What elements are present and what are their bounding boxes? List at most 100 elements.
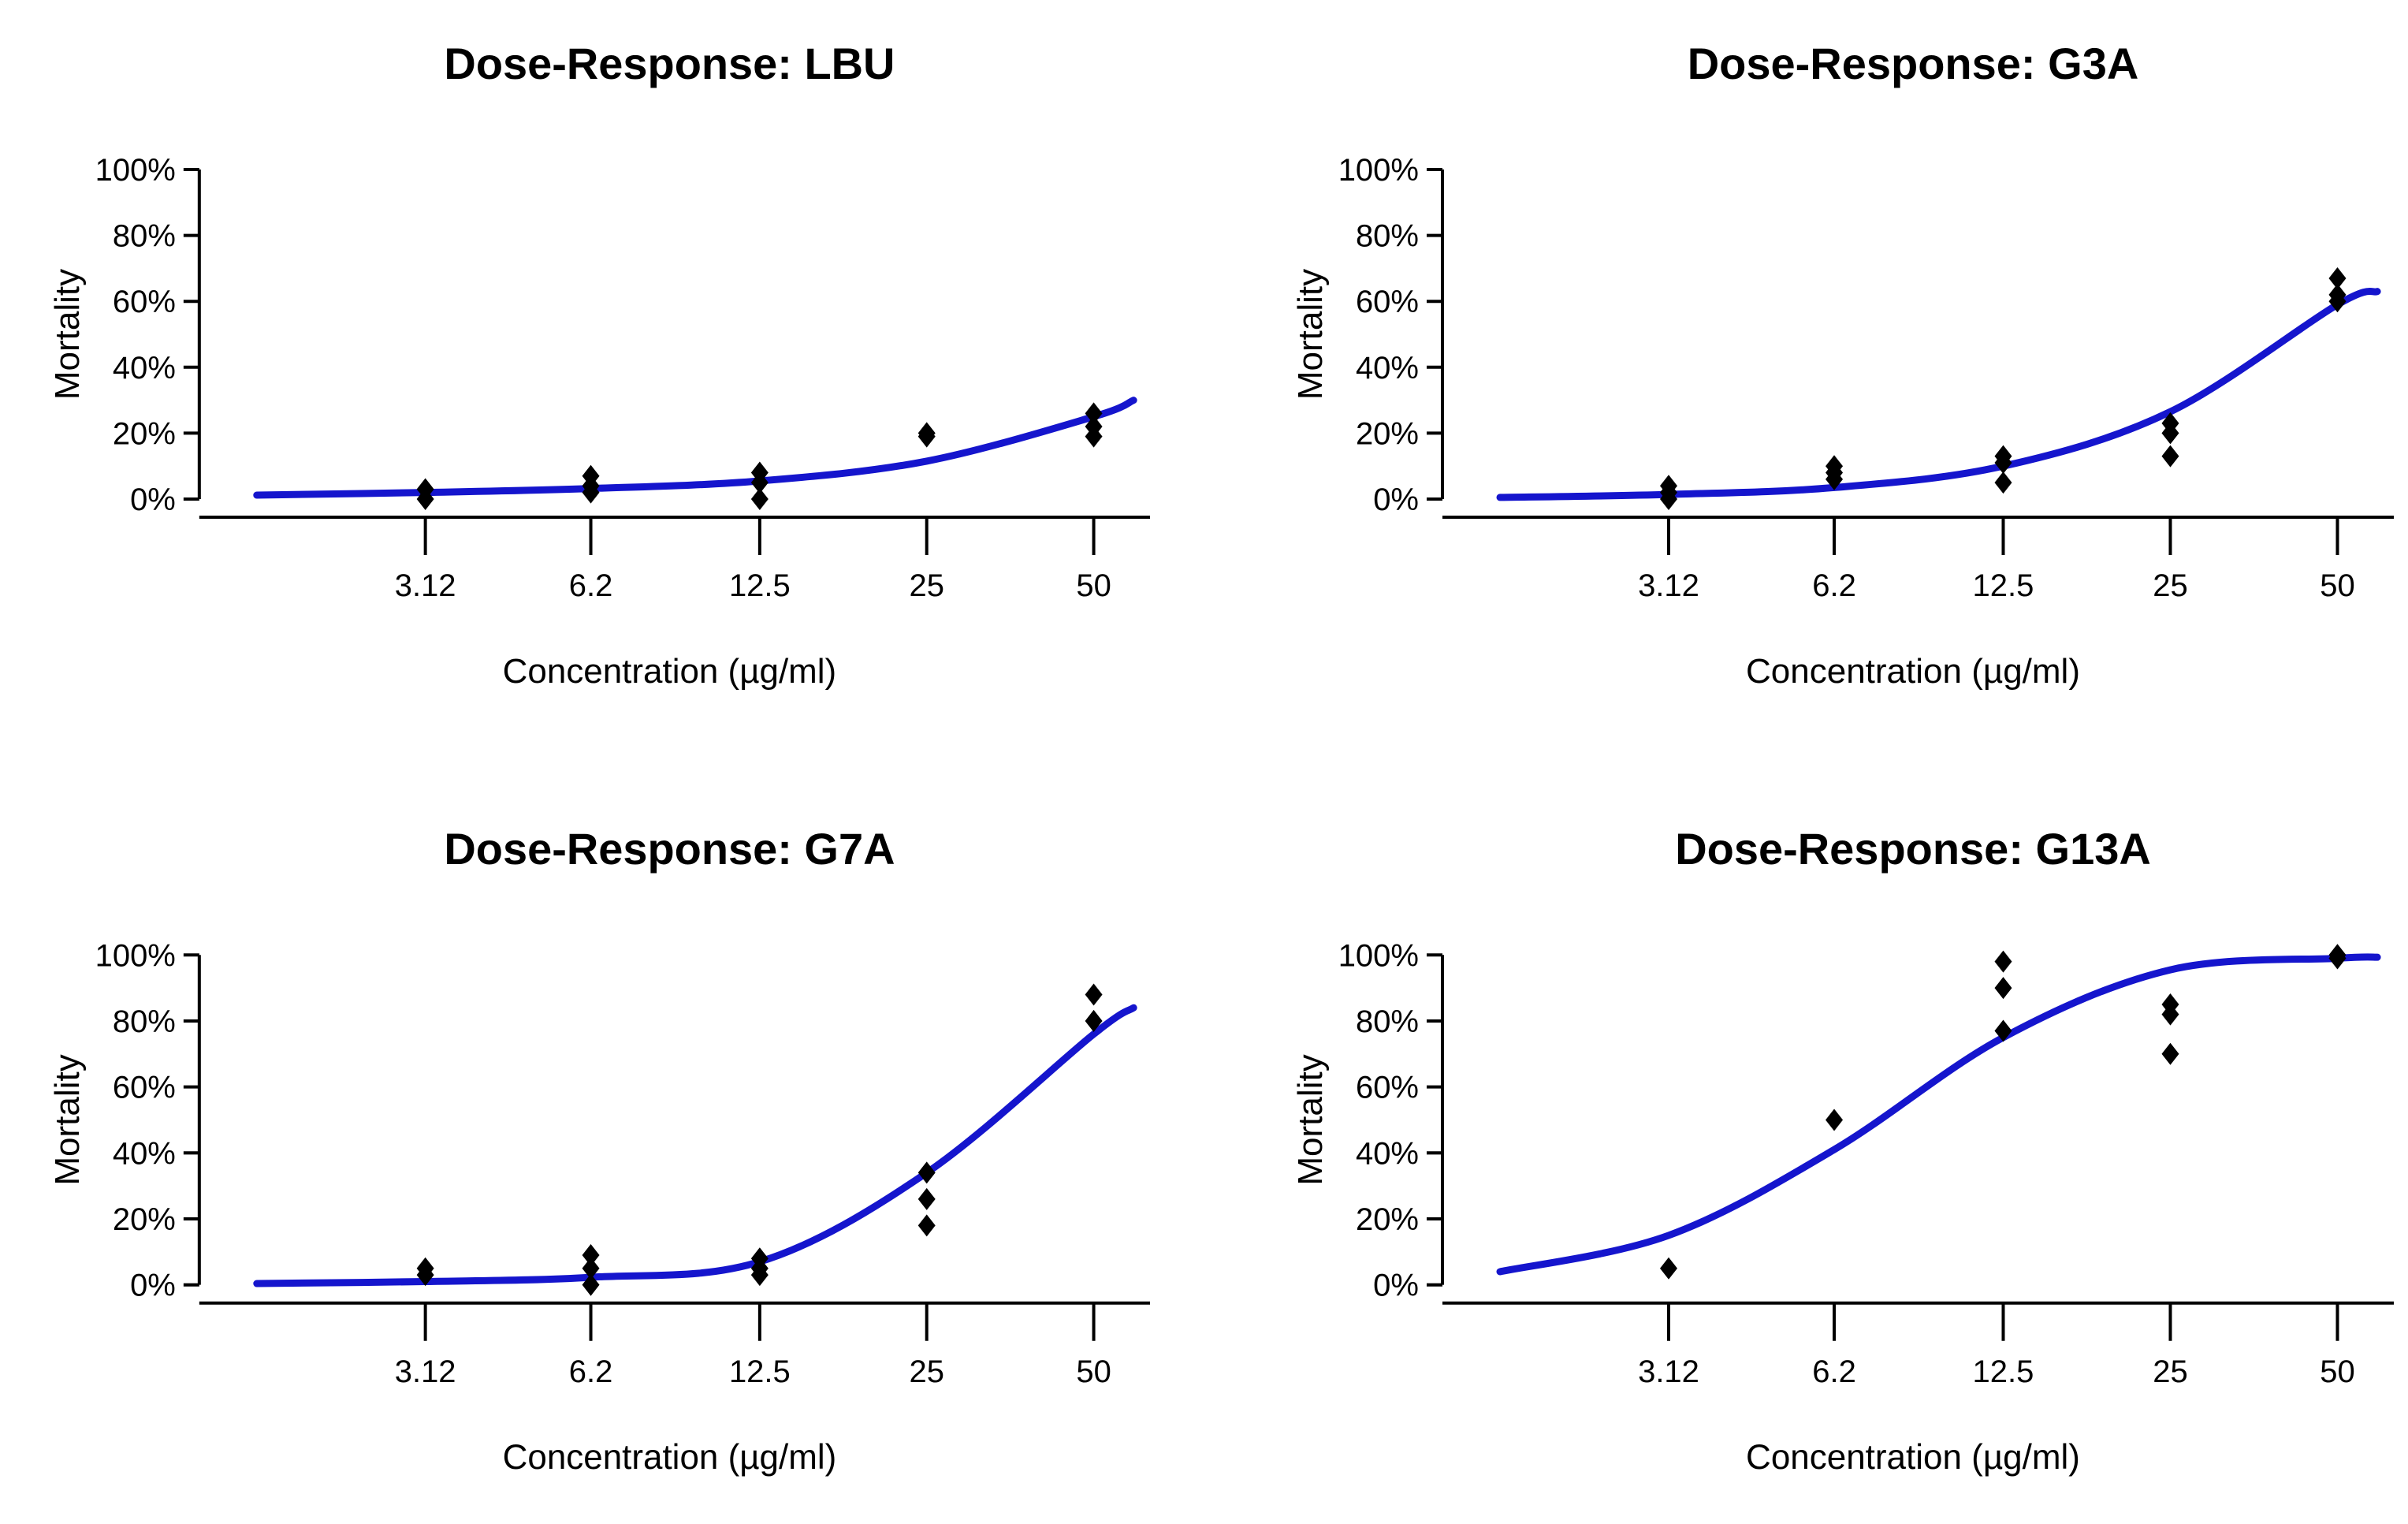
- y-tick-label: 40%: [1356, 351, 1419, 386]
- x-tick-label: 50: [1076, 1354, 1111, 1389]
- x-tick-label: 25: [909, 568, 943, 603]
- y-tick-label: 20%: [1356, 1202, 1419, 1237]
- data-point-diamond: [2328, 283, 2347, 306]
- y-tick-label: 100%: [95, 153, 176, 188]
- x-tick-label: 12.5: [729, 568, 791, 603]
- y-tick-label: 0%: [1373, 1269, 1419, 1303]
- dose-response-plot-g7a: Dose-Response: G7A 0% 20% 40% 60% 80% 100% 3.1…: [48, 824, 1151, 1477]
- chart-title: Dose-Response: LBU: [444, 39, 895, 88]
- fit-curve: [253, 397, 1137, 499]
- dose-response-panel-g7a: Dose-Response: G7A 0% 20% 40% 60% 80% 100% 3.1…: [0, 762, 1204, 1524]
- data-point-diamond: [582, 1273, 600, 1296]
- y-tick-label: 100%: [1338, 938, 1419, 973]
- x-tick-label: 12.5: [1973, 1354, 2034, 1389]
- x-axis-title: Concentration (µg/ml): [1746, 1438, 2080, 1477]
- y-tick-label: 40%: [113, 1136, 176, 1171]
- y-tick-label: 40%: [113, 351, 176, 386]
- y-tick-label: 100%: [1338, 153, 1419, 188]
- x-tick-label: 12.5: [729, 1354, 791, 1389]
- y-tick-label: 20%: [113, 416, 176, 451]
- data-point-diamond: [1085, 1009, 1103, 1032]
- x-tick-label: 50: [1076, 568, 1111, 603]
- data-point-diamond: [2161, 1042, 2179, 1065]
- data-point-diamond: [416, 478, 434, 501]
- chart-layer: 0% 20% 40% 60% 80% 100% 3.12 6.2 12.5 25 50 Mortali…: [48, 153, 1151, 691]
- x-axis-title: Concentration (µg/ml): [1746, 652, 2080, 691]
- y-tick-label: 80%: [1356, 1004, 1419, 1039]
- y-axis-title: Mortality: [1291, 1054, 1330, 1185]
- dose-response-plot-g13a: Dose-Response: G13A 0% 20% 40% 60% 80% 100% 3.…: [1291, 824, 2394, 1477]
- chart-title: Dose-Response: G3A: [1688, 39, 2139, 88]
- y-tick-label: 20%: [1356, 416, 1419, 451]
- dose-response-panel-g13a: Dose-Response: G13A 0% 20% 40% 60% 80% 100% 3.…: [1204, 762, 2408, 1524]
- data-point-diamond: [750, 488, 769, 510]
- y-tick-label: 60%: [1356, 285, 1419, 319]
- y-tick-label: 80%: [113, 219, 176, 254]
- data-point-diamond: [1994, 950, 2012, 973]
- y-axis-title: Mortality: [48, 1054, 87, 1185]
- y-tick-label: 0%: [130, 483, 176, 517]
- x-tick-label: 25: [909, 1354, 943, 1389]
- data-point-diamond: [917, 1214, 936, 1237]
- data-point-diamond: [582, 1244, 600, 1267]
- y-tick-label: 0%: [1373, 483, 1419, 517]
- y-axis-title: Mortality: [48, 269, 87, 400]
- dose-response-panel-lbu: Dose-Response: LBU 0% 20% 40% 60% 80% 100% 3.1…: [0, 0, 1204, 762]
- data-point-diamond: [1085, 402, 1103, 425]
- data-point-diamond: [1085, 983, 1103, 1006]
- x-tick-label: 25: [2153, 1354, 2187, 1389]
- data-point-diamond: [1660, 1257, 1677, 1280]
- dose-response-panel-g3a: Dose-Response: G3A 0% 20% 40% 60% 80% 100% 3.1…: [1204, 0, 2408, 762]
- chart-layer: 0% 20% 40% 60% 80% 100% 3.12 6.2 12.5 25 50 Mortali…: [1291, 153, 2394, 691]
- data-point-diamond: [1994, 445, 2012, 468]
- data-point-diamond: [2328, 944, 2347, 967]
- data-point-diamond: [1085, 415, 1103, 438]
- data-point-diamond: [2161, 445, 2179, 468]
- data-point-diamond: [1994, 977, 2012, 1000]
- dose-response-plot-lbu: Dose-Response: LBU 0% 20% 40% 60% 80% 100% 3.1…: [48, 39, 1151, 691]
- y-tick-label: 60%: [113, 285, 176, 319]
- x-axis-title: Concentration (µg/ml): [503, 652, 837, 691]
- y-tick-label: 80%: [113, 1004, 176, 1039]
- x-tick-label: 3.12: [1638, 1354, 1699, 1389]
- y-tick-label: 100%: [95, 938, 176, 973]
- y-tick-label: 60%: [113, 1071, 176, 1105]
- chart-layer: 0% 20% 40% 60% 80% 100% 3.12 6.2 12.5 25 50 Mortali…: [1291, 938, 2394, 1477]
- dose-response-plot-g3a: Dose-Response: G3A 0% 20% 40% 60% 80% 100% 3.1…: [1291, 39, 2394, 691]
- data-point-diamond: [750, 461, 769, 484]
- data-point-diamond: [2328, 266, 2347, 289]
- x-tick-label: 6.2: [1812, 1354, 1856, 1389]
- x-tick-label: 50: [2320, 1354, 2354, 1389]
- x-tick-label: 6.2: [569, 568, 613, 603]
- data-point-diamond: [582, 464, 600, 487]
- data-point-diamond: [1826, 455, 1844, 478]
- chart-title: Dose-Response: G13A: [1675, 824, 2151, 874]
- data-point-diamond: [2161, 412, 2179, 434]
- y-tick-label: 40%: [1356, 1136, 1419, 1171]
- fit-curve: [1496, 287, 2381, 501]
- x-tick-label: 3.12: [395, 568, 456, 603]
- x-tick-label: 25: [2153, 568, 2188, 603]
- x-tick-label: 3.12: [1638, 568, 1699, 603]
- data-point-diamond: [917, 1187, 936, 1210]
- data-point-diamond: [2161, 993, 2179, 1016]
- chart-layer: 0% 20% 40% 60% 80% 100% 3.12 6.2 12.5 25 50 Mortali…: [48, 938, 1151, 1477]
- x-tick-label: 6.2: [1812, 568, 1856, 603]
- fit-curve: [253, 1004, 1137, 1287]
- x-tick-label: 3.12: [395, 1354, 456, 1389]
- chart-title: Dose-Response: G7A: [444, 824, 895, 874]
- x-axis-title: Concentration (µg/ml): [503, 1438, 837, 1477]
- fit-curve: [1496, 953, 2381, 1276]
- x-tick-label: 50: [2320, 568, 2355, 603]
- y-tick-label: 60%: [1356, 1071, 1419, 1105]
- data-point-diamond: [1826, 1109, 1844, 1131]
- y-axis-title: Mortality: [1291, 269, 1330, 400]
- data-point-diamond: [917, 422, 936, 445]
- data-point-diamond: [1660, 475, 1677, 497]
- data-point-diamond: [1994, 471, 2012, 494]
- x-tick-label: 12.5: [1973, 568, 2034, 603]
- y-tick-label: 80%: [1356, 219, 1419, 254]
- y-tick-label: 0%: [130, 1269, 176, 1303]
